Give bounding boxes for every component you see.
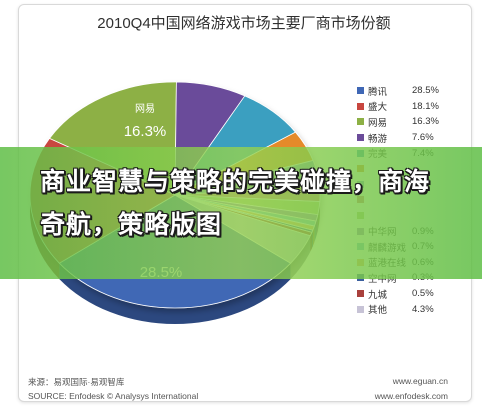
source-en: SOURCE: Enfodesk © Analysys Internationa… — [28, 391, 199, 401]
source-cn: 来源：易观国际·易观智库 — [28, 377, 125, 387]
slice-label-netease-name: 网易 — [135, 103, 155, 115]
site-eguan: www.eguan.cn — [392, 376, 448, 386]
site-enfodesk: www.enfodesk.com — [374, 391, 448, 401]
legend-item: 盛大 18.1% — [357, 99, 477, 115]
legend-item: 九城 0.5% — [357, 286, 477, 302]
legend-item: 其他 4.3% — [357, 301, 477, 317]
legend-swatch — [357, 118, 364, 126]
legend-value: 7.6% — [412, 132, 434, 144]
chart-title: 2010Q4中国网络游戏市场主要厂商市场份额 — [97, 15, 391, 32]
legend-label: 网易 — [368, 117, 388, 129]
legend-item: 畅游 7.6% — [357, 130, 477, 146]
legend-swatch — [357, 102, 364, 110]
legend-item: 腾讯 28.5% — [357, 83, 477, 99]
legend-swatch — [357, 134, 364, 142]
legend-value: 16.3% — [412, 116, 439, 128]
legend-item: 网易 16.3% — [357, 114, 477, 130]
legend-label: 空中网 — [368, 273, 397, 285]
slice-value-netease: 16.3% — [124, 123, 167, 140]
legend-label: 盛大 — [368, 102, 388, 114]
legend-value: 0.5% — [412, 288, 434, 300]
banner-headline: 商业智慧与策略的完美碰撞，商海奇航，策略版图 — [40, 167, 431, 239]
pie-slice-腾讯-side — [59, 263, 291, 324]
legend-swatch — [357, 305, 364, 313]
legend-value: 18.1% — [412, 100, 439, 112]
overlay-banner — [0, 147, 482, 279]
legend-swatch — [357, 87, 364, 95]
legend-label: 腾讯 — [368, 86, 388, 98]
legend-swatch — [357, 290, 364, 298]
legend-value: 28.5% — [412, 85, 439, 97]
legend-label: 其他 — [368, 305, 388, 317]
legend-label: 九城 — [368, 289, 388, 301]
legend-value: 4.3% — [412, 303, 434, 315]
legend-label: 畅游 — [368, 133, 388, 145]
